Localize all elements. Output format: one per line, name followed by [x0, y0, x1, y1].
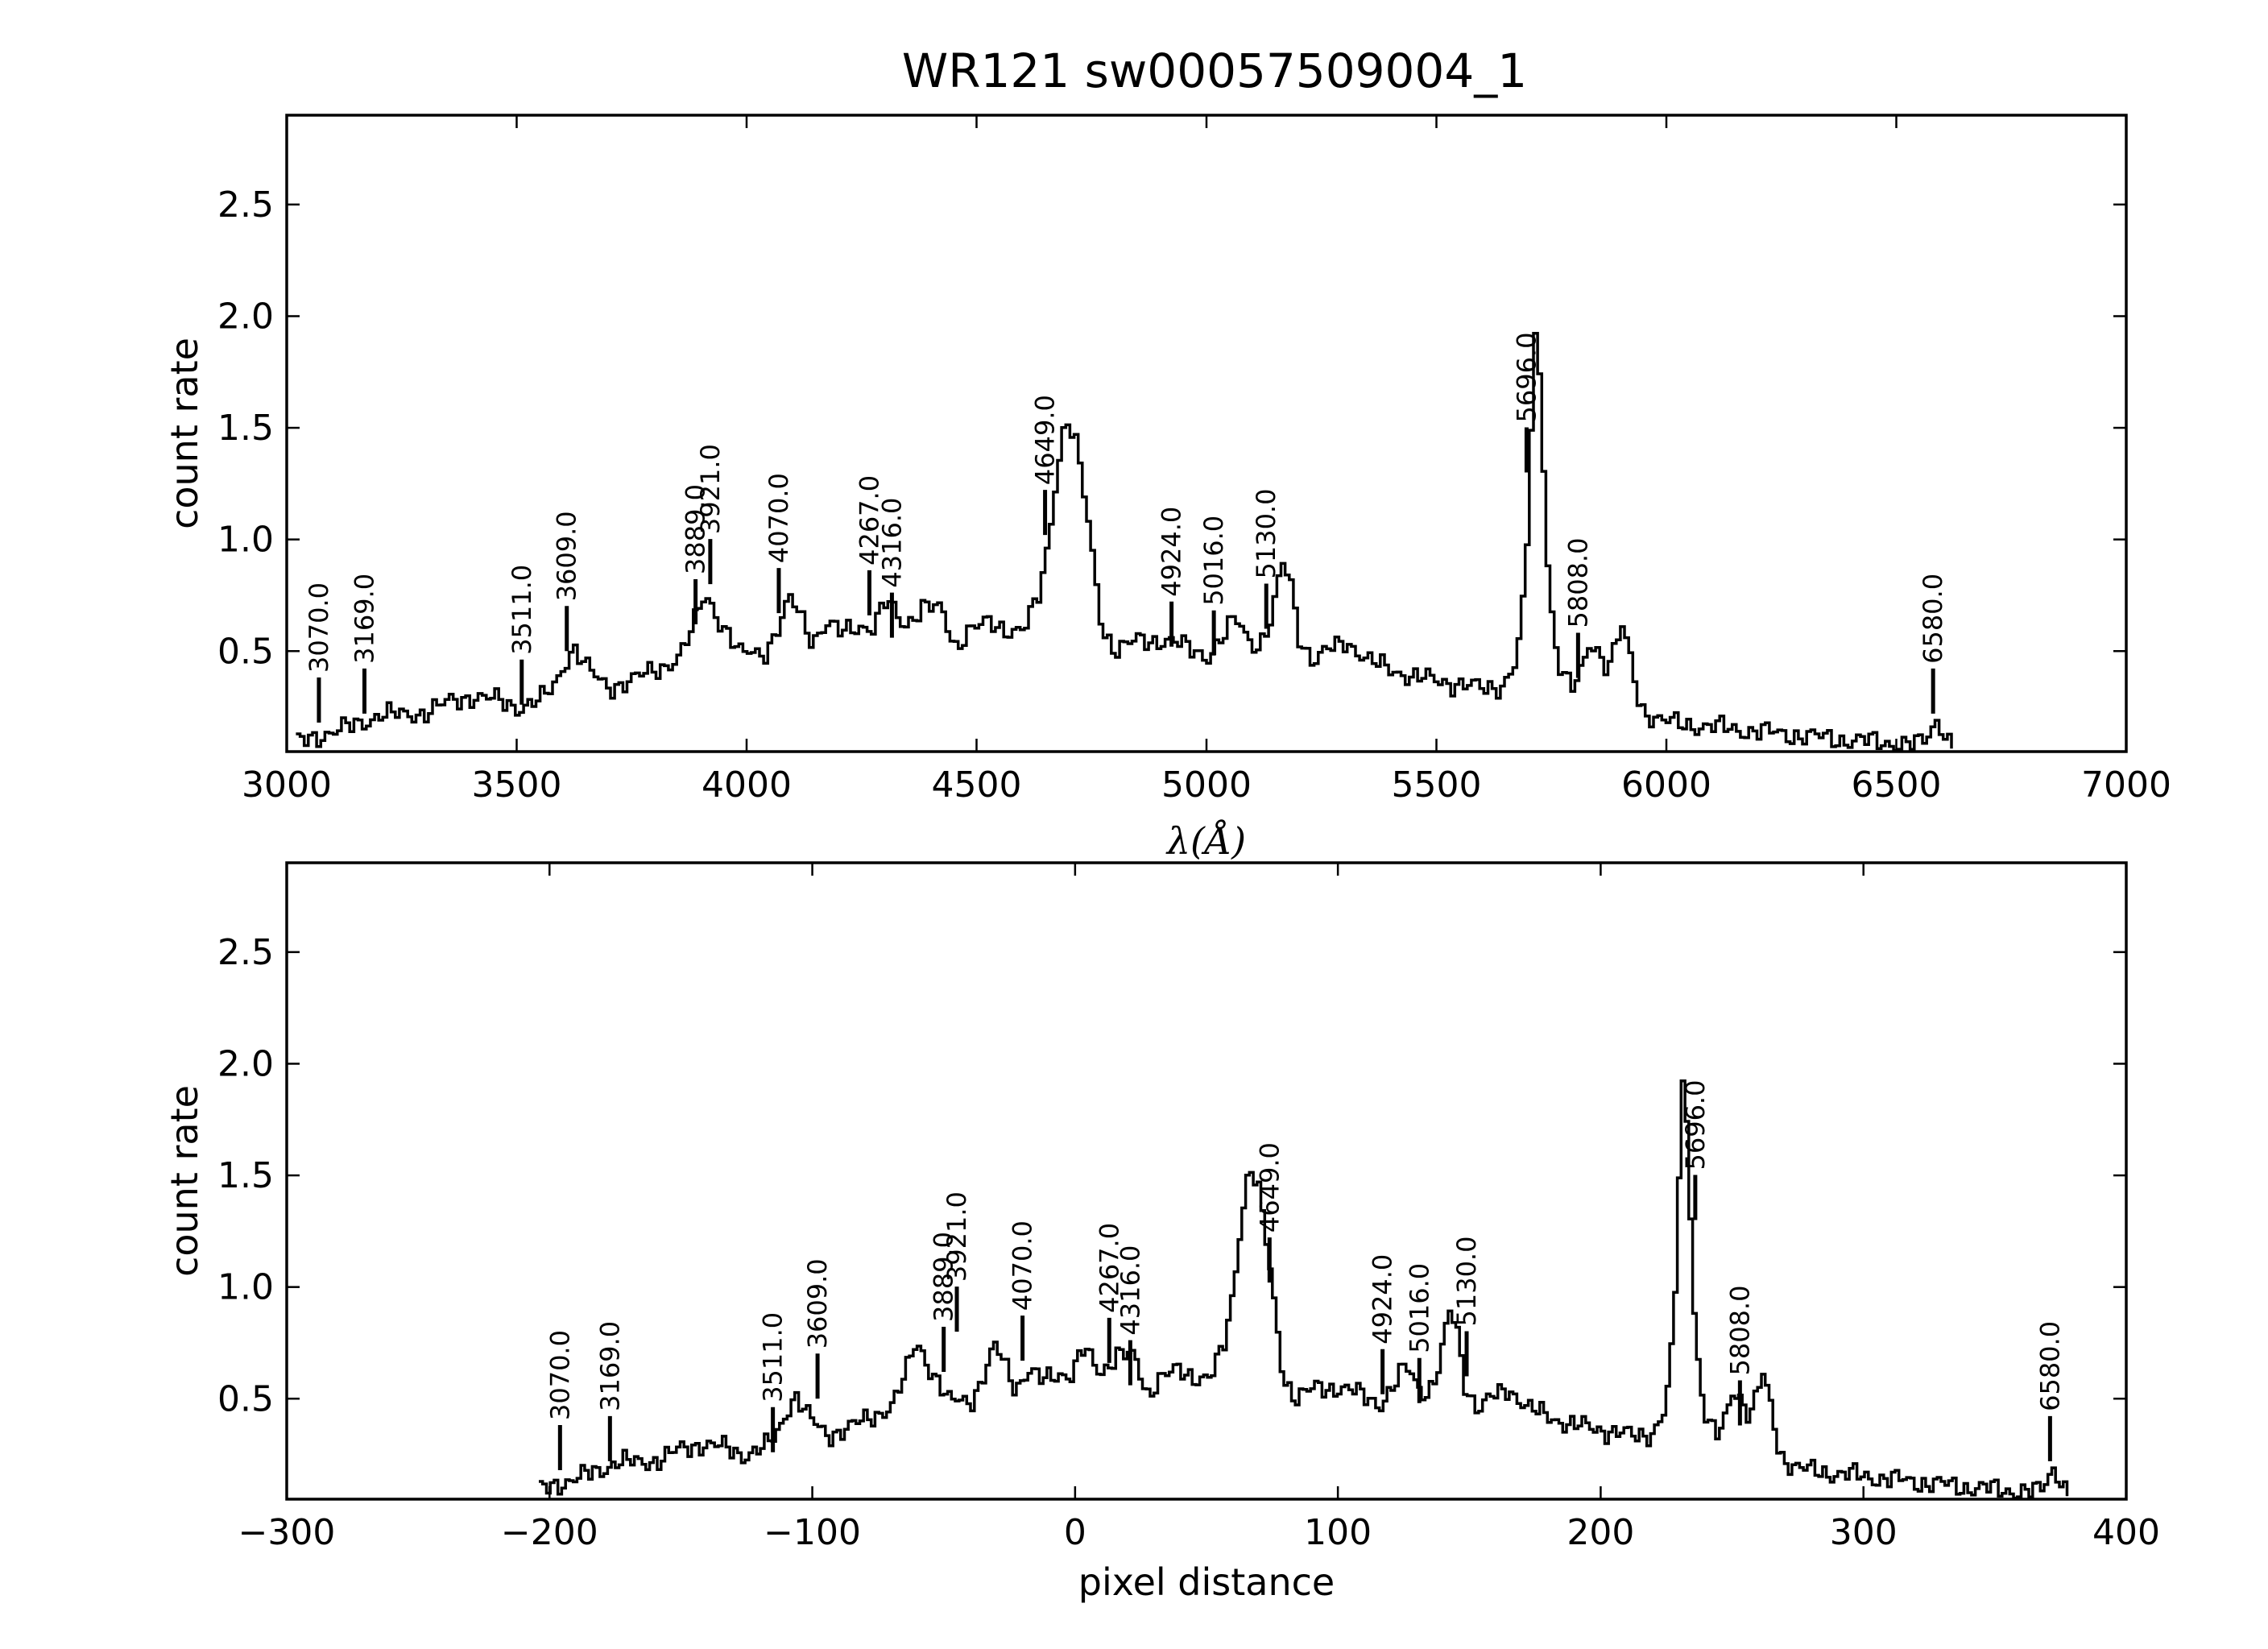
line-label: 3921.0	[695, 444, 726, 534]
line-label: 5016.0	[1404, 1263, 1434, 1353]
y-tick-label: 1.5	[217, 408, 274, 449]
line-label: 5696.0	[1511, 333, 1542, 423]
x-tick-label: 5000	[1161, 764, 1252, 806]
line-label: 5808.0	[1724, 1286, 1755, 1376]
x-tick-label: 4500	[932, 764, 1022, 806]
plot-frame	[285, 114, 2128, 753]
x-tick-label: 3500	[472, 764, 562, 806]
x-tick-label: 200	[1566, 1512, 1634, 1553]
line-label: 3889.0	[929, 1232, 959, 1322]
line-label: 5016.0	[1198, 516, 1229, 606]
line-label: 3070.0	[304, 582, 334, 673]
x-tick-label: −300	[238, 1512, 336, 1553]
line-label: 4316.0	[1115, 1245, 1145, 1336]
y-axis-label: count rate	[163, 1085, 206, 1277]
x-tick-label: 5500	[1392, 764, 1482, 806]
line-label: 5696.0	[1680, 1080, 1711, 1170]
line-label: 6580.0	[1918, 574, 1948, 664]
y-tick-label: 1.0	[217, 520, 274, 561]
line-label: 3169.0	[350, 574, 380, 664]
plot-frame	[285, 861, 2128, 1501]
y-tick-label: 1.0	[217, 1267, 274, 1308]
y-tick-label: 1.5	[217, 1155, 274, 1196]
line-label: 3889.0	[681, 484, 711, 574]
line-label: 4070.0	[1008, 1220, 1038, 1311]
line-label: 4924.0	[1157, 507, 1187, 597]
x-tick-label: 6000	[1621, 764, 1711, 806]
x-tick-label: 300	[1830, 1512, 1898, 1553]
line-label: 5130.0	[1251, 489, 1281, 579]
y-tick-label: 2.0	[217, 296, 274, 337]
x-tick-label: 4000	[702, 764, 792, 806]
y-tick-label: 0.5	[217, 631, 274, 672]
line-label: 4649.0	[1030, 395, 1061, 485]
line-label: 3609.0	[802, 1258, 833, 1349]
x-tick-label: 3000	[242, 764, 332, 806]
figure-title: WR121 sw00057509004_1	[902, 44, 1527, 98]
y-tick-label: 2.5	[217, 184, 274, 226]
line-label: 5130.0	[1451, 1237, 1482, 1327]
y-tick-label: 2.0	[217, 1043, 274, 1084]
x-tick-label: 6500	[1852, 764, 1942, 806]
line-label: 3609.0	[552, 511, 582, 601]
spectrum-trace	[296, 331, 1953, 752]
line-label: 3070.0	[544, 1330, 575, 1420]
line-label: 4267.0	[855, 475, 885, 566]
x-tick-label: −200	[501, 1512, 598, 1553]
line-label: 3921.0	[942, 1191, 972, 1282]
line-label: 4316.0	[876, 498, 907, 588]
line-label: 5808.0	[1562, 538, 1593, 628]
x-axis-label: λ(Å)	[1165, 818, 1246, 863]
x-tick-label: 100	[1304, 1512, 1372, 1553]
y-tick-label: 0.5	[217, 1378, 274, 1419]
line-label: 4267.0	[1094, 1223, 1124, 1313]
spectrum-trace	[539, 1079, 2069, 1500]
line-label: 3169.0	[594, 1321, 625, 1411]
x-tick-label: 400	[2092, 1512, 2160, 1553]
x-axis-label: pixel distance	[1078, 1560, 1335, 1604]
line-label: 4649.0	[1254, 1142, 1285, 1233]
x-tick-label: −100	[764, 1512, 861, 1553]
line-label: 3511.0	[758, 1312, 788, 1402]
line-label: 3511.0	[507, 565, 537, 655]
x-tick-label: 7000	[2081, 764, 2171, 806]
y-tick-label: 2.5	[217, 932, 274, 973]
line-label: 6580.0	[2034, 1321, 2065, 1411]
x-tick-label: 0	[1064, 1512, 1086, 1553]
line-label: 4924.0	[1368, 1254, 1398, 1344]
line-label: 4070.0	[764, 473, 794, 563]
y-axis-label: count rate	[163, 338, 206, 529]
